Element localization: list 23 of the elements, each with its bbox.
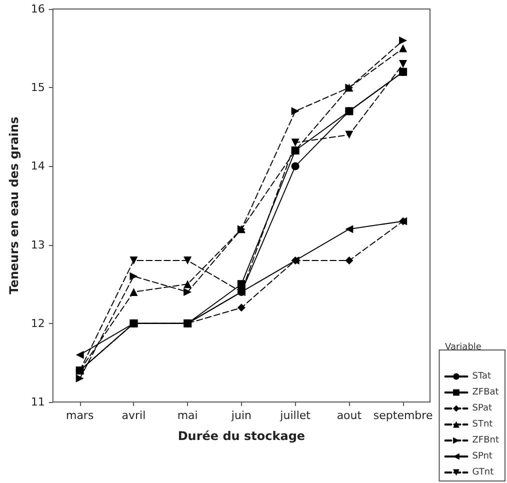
x-tick-label: aout bbox=[336, 409, 362, 422]
x-tick-label: avril bbox=[122, 409, 146, 422]
x-tick-label: mai bbox=[177, 409, 198, 422]
legend-label: SPat bbox=[472, 404, 492, 414]
y-tick-label: 12 bbox=[30, 316, 45, 330]
y-tick-label: 11 bbox=[30, 396, 45, 408]
y-tick-label: 13 bbox=[30, 238, 45, 252]
legend-label: ZFBat bbox=[472, 388, 500, 398]
x-tick-label: juillet bbox=[279, 409, 312, 422]
legend-label: STat bbox=[472, 372, 492, 382]
x-axis-title: Durée du stockage bbox=[178, 429, 306, 443]
y-tick-label: 15 bbox=[30, 81, 45, 94]
legend-label: STnt bbox=[472, 420, 494, 430]
x-tick-label: mars bbox=[66, 409, 94, 422]
y-tick-label: 16 bbox=[30, 2, 45, 16]
legend-label: GTnt bbox=[472, 468, 494, 478]
x-tick-label: septembre bbox=[373, 409, 433, 422]
legend-label: ZFBnt bbox=[472, 436, 500, 446]
legend-title: Variable bbox=[445, 342, 482, 352]
x-tick-label: juin bbox=[230, 409, 252, 422]
y-tick-label: 14 bbox=[30, 160, 45, 173]
legend-label: SPnt bbox=[472, 452, 493, 462]
y-axis-title: Teneurs en eau des grains bbox=[7, 116, 21, 294]
